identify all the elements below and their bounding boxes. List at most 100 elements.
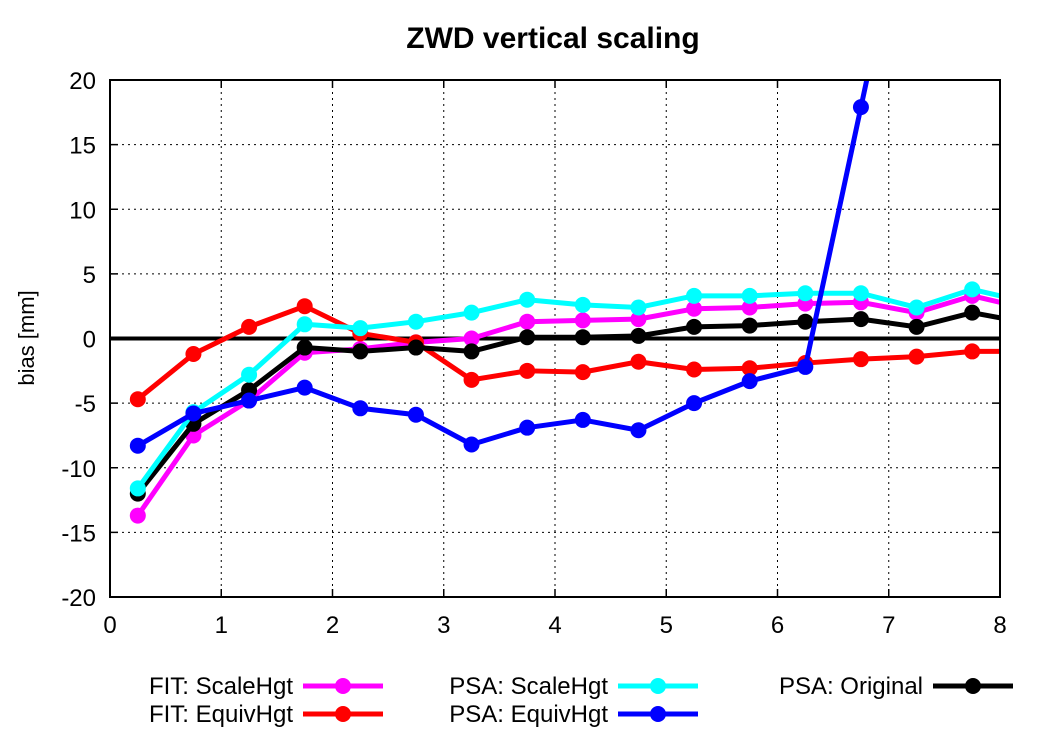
data-point-psa-scalehgt xyxy=(241,366,258,383)
data-point-fit-equivhgt xyxy=(686,361,703,378)
x-tick-label: 2 xyxy=(326,612,339,639)
data-point-fit-equivhgt xyxy=(185,346,202,363)
legend-marker xyxy=(335,706,351,722)
data-point-psa-scalehgt xyxy=(519,291,536,308)
data-point-psa-scalehgt xyxy=(463,304,480,321)
data-point-fit-scalehgt xyxy=(1020,301,1036,317)
data-point-psa-equivhgt xyxy=(741,373,758,390)
legend-entry-fit-scalehgt: FIT: ScaleHgt xyxy=(149,673,383,700)
data-point-psa-original xyxy=(630,327,647,344)
axis-ticks: 0 1 2 3 4 5 6 7 8 20 15 10 5 0 -5 -10 -15 -20 xyxy=(61,68,1006,639)
y-tick-label: -20 xyxy=(61,585,96,612)
data-point-psa-equivhgt xyxy=(797,358,814,375)
series-line-fit-scalehgt xyxy=(135,293,1000,517)
data-point-psa-equivhgt xyxy=(407,406,424,423)
data-point-psa-equivhgt xyxy=(630,422,647,439)
data-point-psa-scalehgt xyxy=(852,285,869,302)
data-point-fit-equivhgt xyxy=(1020,343,1036,359)
data-point-psa-original xyxy=(964,304,981,321)
data-point-psa-scalehgt xyxy=(352,320,369,337)
data-point-fit-equivhgt xyxy=(630,353,647,370)
data-point-psa-original xyxy=(407,339,424,356)
x-tick-label: 8 xyxy=(993,612,1006,639)
data-point-psa-equivhgt xyxy=(574,411,591,428)
data-point-fit-scalehgt xyxy=(463,330,480,347)
data-point-psa-original xyxy=(797,313,814,330)
data-point-fit-scalehgt xyxy=(519,313,536,330)
x-tick-label: 1 xyxy=(215,612,228,639)
data-point-psa-scalehgt xyxy=(686,287,703,304)
data-point-fit-scalehgt xyxy=(630,311,647,328)
series-lines xyxy=(129,80,1036,524)
y-tick-label: -15 xyxy=(61,520,96,547)
data-point-fit-equivhgt xyxy=(463,371,480,388)
series-psa-scalehgt xyxy=(129,281,1036,497)
legend-marker xyxy=(650,706,666,722)
data-point-psa-equivhgt xyxy=(296,379,313,396)
data-point-psa-scalehgt xyxy=(964,281,981,298)
data-point-fit-equivhgt xyxy=(908,348,925,365)
data-point-psa-equivhgt xyxy=(241,392,258,409)
data-point-psa-equivhgt xyxy=(185,405,202,422)
y-tick-label: 20 xyxy=(69,68,96,95)
legend-label: FIT: ScaleHgt xyxy=(149,673,293,700)
y-axis-label: bias [mm] xyxy=(14,290,39,385)
data-point-psa-equivhgt xyxy=(463,436,480,453)
data-point-psa-original xyxy=(519,329,536,346)
data-point-psa-equivhgt xyxy=(129,437,146,454)
data-point-fit-scalehgt xyxy=(129,507,146,524)
data-point-psa-scalehgt xyxy=(574,296,591,313)
data-point-psa-scalehgt xyxy=(296,316,313,333)
legend-entry-psa-equivhgt: PSA: EquivHgt xyxy=(449,701,698,728)
data-point-psa-scalehgt xyxy=(797,285,814,302)
data-point-psa-original xyxy=(1020,315,1036,331)
y-tick-label: 10 xyxy=(69,197,96,224)
series-fit-equivhgt xyxy=(129,298,1036,408)
data-point-psa-scalehgt xyxy=(1020,294,1036,310)
data-point-psa-equivhgt xyxy=(852,99,869,116)
y-tick-label: 5 xyxy=(83,262,96,289)
data-point-fit-scalehgt xyxy=(741,299,758,316)
x-tick-label: 6 xyxy=(771,612,784,639)
data-point-psa-scalehgt xyxy=(908,299,925,316)
legend-label: PSA: ScaleHgt xyxy=(449,673,608,700)
legend-entry-psa-scalehgt: PSA: ScaleHgt xyxy=(449,673,698,700)
series-psa-original xyxy=(129,304,1036,502)
legend-entry-psa-original: PSA: Original xyxy=(779,673,1013,700)
legend-marker xyxy=(650,678,666,694)
data-point-psa-scalehgt xyxy=(407,313,424,330)
data-point-fit-equivhgt xyxy=(574,364,591,381)
plot-frame xyxy=(109,79,1001,598)
legend-label: PSA: Original xyxy=(779,673,923,700)
data-point-fit-scalehgt xyxy=(686,300,703,317)
y-tick-label: 15 xyxy=(69,133,96,160)
data-point-psa-equivhgt xyxy=(686,395,703,412)
data-point-fit-equivhgt xyxy=(741,360,758,377)
data-point-psa-original xyxy=(852,311,869,328)
y-tick-label: -10 xyxy=(61,456,96,483)
data-point-fit-equivhgt xyxy=(296,298,313,315)
data-point-psa-scalehgt xyxy=(741,287,758,304)
series-psa-equivhgt xyxy=(129,80,870,454)
data-point-psa-original xyxy=(908,318,925,335)
data-point-fit-scalehgt xyxy=(574,312,591,329)
y-tick-label: -5 xyxy=(75,391,96,418)
legend-marker xyxy=(335,678,351,694)
y-tick-label: 0 xyxy=(83,327,96,354)
data-point-fit-equivhgt xyxy=(519,362,536,379)
legend-marker xyxy=(965,678,981,694)
x-tick-label: 0 xyxy=(103,612,116,639)
data-point-psa-original xyxy=(352,343,369,360)
legend-label: PSA: EquivHgt xyxy=(449,701,608,728)
data-point-psa-original xyxy=(686,318,703,335)
data-point-fit-equivhgt xyxy=(241,318,258,335)
data-point-psa-equivhgt xyxy=(519,419,536,436)
x-tick-label: 3 xyxy=(437,612,450,639)
legend-label: FIT: EquivHgt xyxy=(149,701,293,728)
data-point-psa-original xyxy=(463,343,480,360)
x-tick-label: 5 xyxy=(660,612,673,639)
data-point-fit-equivhgt xyxy=(852,351,869,368)
